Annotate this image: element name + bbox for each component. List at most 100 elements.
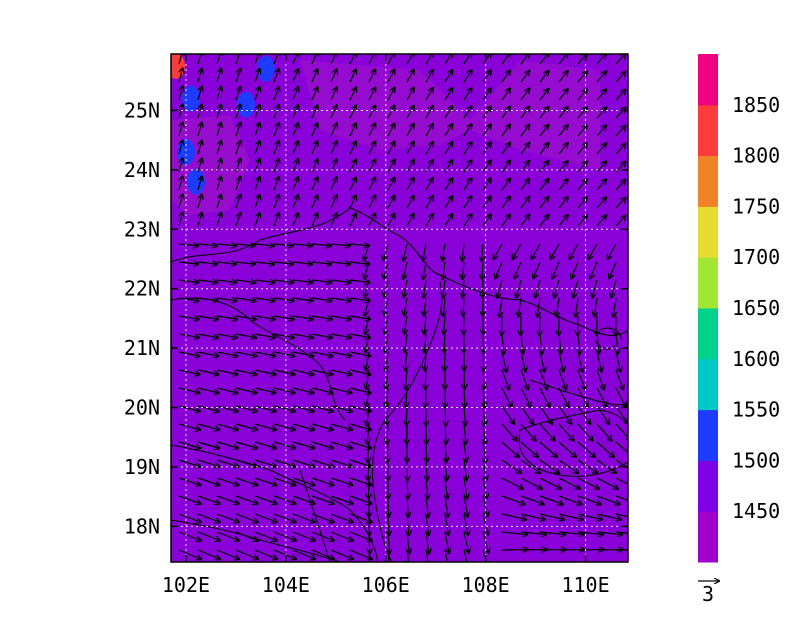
wind-vector	[273, 387, 295, 393]
wind-vector	[235, 298, 256, 301]
wind-vector	[520, 89, 529, 101]
lat-tick-label: 22N	[124, 277, 160, 301]
wind-vector	[292, 244, 312, 246]
wind-vector	[330, 333, 351, 338]
wind-vector	[387, 124, 395, 137]
wind-vector	[330, 351, 351, 356]
wind-vector	[463, 495, 468, 517]
wind-vector	[501, 125, 510, 137]
wind-vector	[197, 298, 218, 301]
wind-vector	[577, 89, 587, 101]
wind-vector	[462, 243, 464, 261]
wind-vector	[178, 549, 201, 559]
wind-vector	[501, 197, 510, 209]
wind-vector	[463, 124, 472, 137]
terrain-high-patch	[181, 85, 200, 112]
wind-vector	[482, 160, 491, 173]
wind-vector	[235, 477, 258, 485]
wind-vector	[596, 387, 607, 407]
wind-vector	[463, 279, 464, 298]
wind-vector	[273, 54, 279, 65]
wind-vector	[254, 513, 277, 522]
wind-vector	[292, 105, 298, 119]
wind-vector	[596, 161, 606, 173]
wind-vector	[216, 477, 239, 485]
wind-vector	[235, 54, 240, 65]
wind-vector	[197, 69, 202, 83]
wind-vector	[464, 387, 465, 407]
wind-vector	[273, 105, 279, 119]
wind-vector	[178, 441, 200, 448]
wind-vector	[607, 243, 617, 259]
wind-vector	[292, 405, 314, 411]
wind-vector	[406, 106, 414, 119]
wind-vector	[273, 333, 294, 338]
wind-vector	[501, 143, 510, 155]
wind-vector	[387, 142, 395, 155]
wind-vector	[388, 513, 389, 535]
wind-vector	[558, 161, 568, 173]
wind-vector	[368, 459, 369, 480]
wind-vector	[596, 107, 606, 119]
wind-vector	[178, 405, 200, 411]
colorbar-label: 1450	[732, 499, 780, 523]
wind-vector	[423, 261, 426, 279]
wind-vector	[501, 161, 510, 173]
wind-vector	[197, 54, 202, 65]
wind-vector	[405, 351, 407, 371]
wind-vector	[368, 87, 375, 101]
wind-vector	[311, 513, 334, 522]
wind-vector	[369, 531, 370, 554]
wind-vector	[388, 495, 389, 517]
wind-vector	[216, 298, 237, 301]
wind-vector	[483, 369, 484, 389]
colorbar-swatch	[698, 460, 718, 512]
wind-vector	[463, 88, 472, 101]
terrain-high-patch	[236, 91, 255, 118]
wind-vector	[254, 262, 274, 264]
wind-vector	[426, 513, 429, 535]
wind-vector	[444, 513, 448, 535]
wind-vector	[216, 315, 237, 319]
wind-vector	[531, 243, 541, 259]
wind-vector	[235, 531, 258, 541]
wind-vector	[539, 197, 549, 209]
wind-vector	[292, 159, 298, 173]
wind-vector	[216, 441, 238, 448]
colorbar-swatch	[698, 358, 718, 411]
wind-vector	[463, 178, 472, 191]
wind-vector	[254, 123, 260, 137]
wind-vector	[387, 54, 395, 65]
wind-vector	[197, 87, 202, 101]
wind-vector	[558, 513, 583, 520]
wind-vector	[235, 177, 240, 191]
wind-vector	[444, 351, 445, 371]
wind-vector	[596, 197, 606, 209]
wind-vector	[179, 86, 183, 101]
wind-vector	[520, 441, 538, 457]
wind-vector	[273, 315, 294, 319]
wind-vector	[615, 144, 625, 155]
wind-vector	[615, 423, 628, 441]
wind-vector	[254, 159, 260, 173]
wind-vector	[444, 315, 445, 334]
wind-vector	[407, 495, 408, 517]
wind-vector	[330, 105, 337, 119]
wind-vector	[311, 123, 318, 137]
wind-vector	[596, 441, 614, 457]
wind-vector	[216, 195, 221, 209]
wind-vector	[292, 54, 298, 65]
wind-vector	[558, 532, 584, 535]
wind-vector	[273, 495, 296, 504]
wind-vector	[273, 280, 293, 282]
wind-vector	[292, 141, 298, 155]
wind-vector	[197, 495, 220, 504]
wind-vector	[254, 141, 260, 155]
wind-vector	[406, 178, 414, 191]
wind-vector	[330, 495, 353, 504]
wind-vector	[423, 243, 426, 261]
wind-vector	[254, 531, 277, 541]
wind-vector	[520, 351, 526, 372]
wind-vector	[499, 297, 502, 317]
wind-vector	[615, 405, 628, 424]
